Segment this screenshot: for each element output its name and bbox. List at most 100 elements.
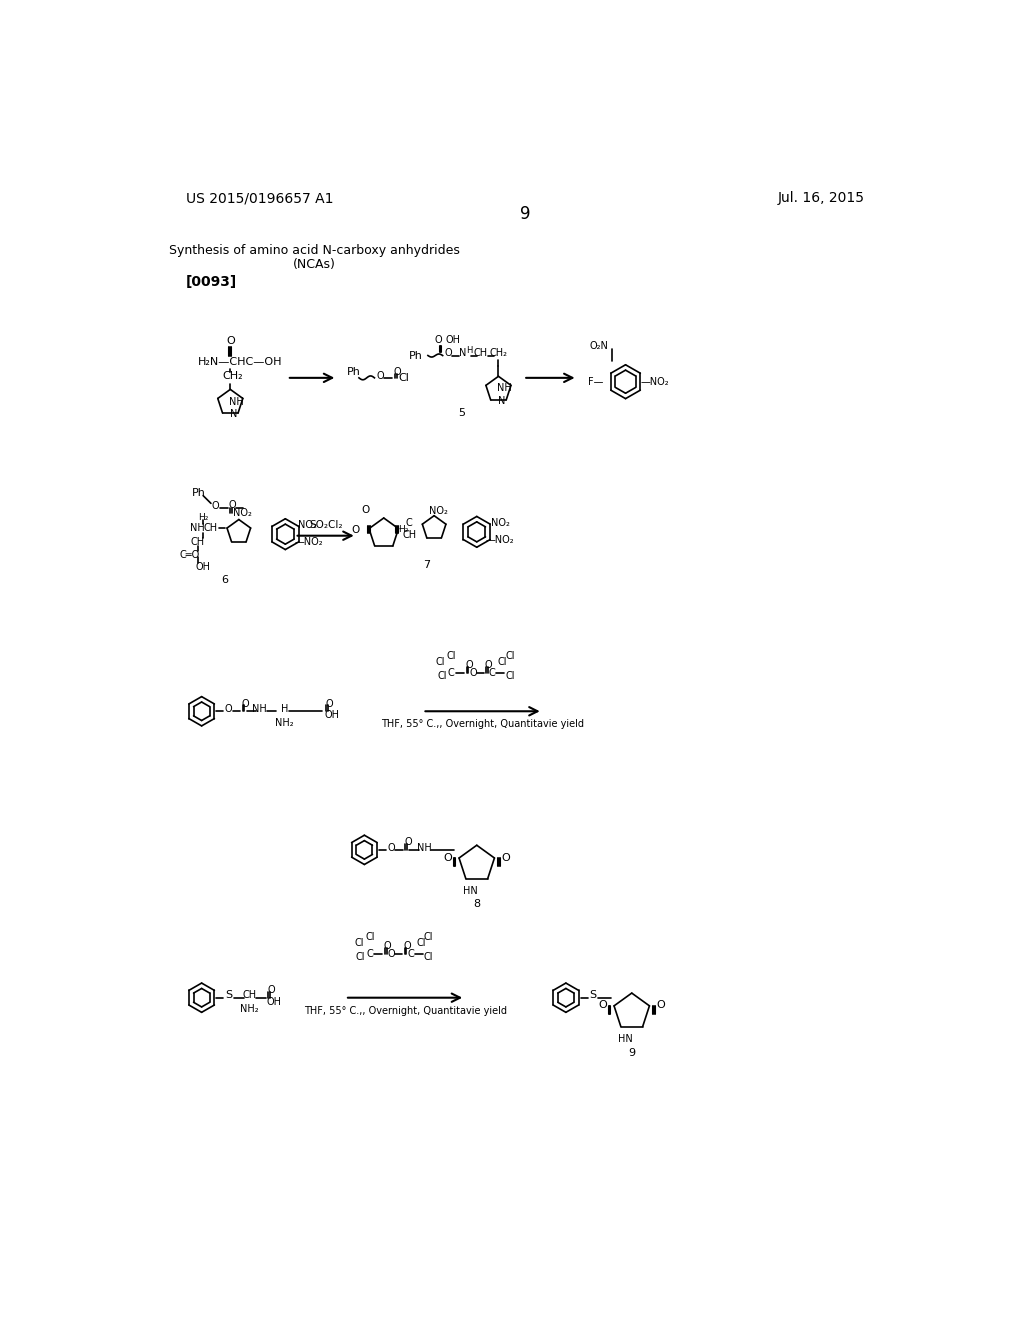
Text: CH: CH [243,990,257,1001]
Text: OH: OH [446,335,461,345]
Text: [0093]: [0093] [186,275,238,289]
Text: HN: HN [463,887,478,896]
Text: CH: CH [473,348,487,358]
Text: 7: 7 [423,560,430,570]
Text: —NO₂: —NO₂ [485,535,514,545]
Text: H₂: H₂ [198,512,208,521]
Text: NH: NH [252,704,267,714]
Text: O: O [388,949,395,958]
Text: O: O [656,1001,666,1010]
Text: O: O [404,837,413,847]
Text: Cl: Cl [355,952,366,962]
Text: O: O [361,506,370,515]
Text: O: O [384,941,391,952]
Text: Cl: Cl [498,657,507,667]
Text: O: O [212,502,219,511]
Text: CH₂: CH₂ [489,348,508,358]
Text: OH: OH [266,997,282,1007]
Text: Cl: Cl [435,657,445,667]
Text: NH₂: NH₂ [275,718,294,727]
Text: Cl: Cl [446,651,456,661]
Text: US 2015/0196657 A1: US 2015/0196657 A1 [186,191,334,206]
Text: O: O [351,525,359,536]
Text: Ph: Ph [410,351,423,360]
Text: O: O [228,500,237,510]
Text: 6: 6 [221,576,228,585]
Text: O₂N: O₂N [590,341,608,351]
Text: NH₂: NH₂ [241,1005,259,1014]
Text: Cl: Cl [416,939,426,948]
Text: NO₂: NO₂ [298,520,316,529]
Text: S: S [225,990,232,1001]
Text: O: O [388,842,395,853]
Text: H₂: H₂ [398,525,409,535]
Text: S: S [590,990,597,1001]
Text: NO₂: NO₂ [490,517,509,528]
Text: OH: OH [325,710,339,721]
Text: O: O [484,660,493,671]
Text: NO₂: NO₂ [429,506,447,516]
Text: Ph: Ph [346,367,360,378]
Text: Ph: Ph [193,488,206,499]
Text: C: C [488,668,496,677]
Text: N: N [498,396,505,405]
Text: Cl: Cl [437,671,446,681]
Text: CH₂: CH₂ [222,371,243,381]
Text: Cl: Cl [398,372,410,383]
Text: N: N [229,409,238,418]
Text: C: C [367,949,373,958]
Text: NH: NH [498,383,512,393]
Text: THF, 55° C.,, Overnight, Quantitavie yield: THF, 55° C.,, Overnight, Quantitavie yie… [382,719,585,730]
Text: —NO₂: —NO₂ [641,376,670,387]
Text: 5: 5 [458,408,465,417]
Text: Synthesis of amino acid N-carboxy anhydrides: Synthesis of amino acid N-carboxy anhydr… [169,244,460,257]
Text: CH: CH [402,529,417,540]
Text: OH: OH [196,561,211,572]
Text: O: O [226,335,234,346]
Text: Cl: Cl [365,932,375,942]
Text: 9: 9 [519,205,530,223]
Text: O: O [393,367,400,378]
Text: THF, 55° C.,, Overnight, Quantitavie yield: THF, 55° C.,, Overnight, Quantitavie yie… [304,1006,507,1016]
Text: O: O [443,853,452,862]
Text: O: O [225,704,232,714]
Text: 9: 9 [628,1048,635,1059]
Text: O: O [502,853,511,862]
Text: O: O [242,698,250,709]
Text: NH: NH [229,396,244,407]
Text: CH: CH [190,537,205,546]
Text: O: O [444,348,452,358]
Text: C: C [406,517,413,528]
Text: F—: F— [589,376,604,387]
Text: —NO₂: —NO₂ [294,537,323,546]
Text: SO₂Cl₂: SO₂Cl₂ [309,520,342,529]
Text: 8: 8 [473,899,480,908]
Text: C: C [447,668,455,677]
Text: C═O: C═O [180,550,200,560]
Text: O: O [598,1001,606,1010]
Text: H: H [466,346,472,355]
Text: O: O [403,941,411,952]
Text: Cl: Cl [505,651,515,661]
Text: Cl: Cl [424,952,433,962]
Text: Jul. 16, 2015: Jul. 16, 2015 [777,191,864,206]
Text: NH: NH [190,523,205,533]
Text: (NCAs): (NCAs) [293,259,336,271]
Text: H: H [281,704,288,714]
Text: H₂N—CHC—OH: H₂N—CHC—OH [198,358,283,367]
Text: N: N [459,348,467,358]
Text: O: O [326,698,334,709]
Text: C: C [408,949,415,958]
Text: Cl: Cl [424,932,433,942]
Text: O: O [434,335,441,345]
Text: O: O [267,985,275,995]
Text: NH: NH [417,842,431,853]
Text: NO₂: NO₂ [233,508,252,517]
Text: O: O [465,660,473,671]
Text: Cl: Cl [505,671,515,681]
Text: HN: HN [618,1035,633,1044]
Text: CH: CH [204,523,218,533]
Text: Cl: Cl [354,939,364,948]
Text: O: O [376,371,384,380]
Text: O: O [469,668,477,677]
